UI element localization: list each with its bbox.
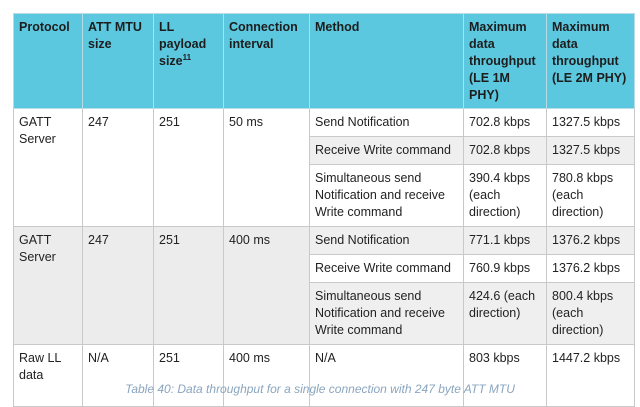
table-row: Simultaneous send Notification and recei… [14, 164, 635, 227]
cell-le1m: 803 kbps [463, 344, 547, 407]
header-row: Protocol ATT MTU size LL payload size11 … [13, 13, 635, 109]
table-row: Simultaneous send Notification and recei… [14, 282, 635, 345]
cell-le2m: 780.8 kbps (each direction) [546, 164, 635, 227]
cell-method: Send Notification [309, 226, 464, 255]
cell-le1m: 702.8 kbps [463, 108, 547, 137]
table-row: Receive Write command 702.8 kbps 1327.5 … [14, 136, 635, 165]
cell-le2m: 1327.5 kbps [546, 108, 635, 137]
cell-method: Simultaneous send Notification and recei… [309, 164, 464, 227]
cell-ll-payload: 251 [153, 344, 224, 407]
header-ll-payload: LL payload size11 [153, 13, 224, 109]
cell-connection-interval: 50 ms [223, 108, 310, 227]
cell-ll-payload: 251 [153, 108, 224, 227]
cell-method: Receive Write command [309, 254, 464, 283]
header-connection-interval: Connection interval [223, 13, 310, 109]
header-le2m-throughput: Maximum data throughput (LE 2M PHY) [546, 13, 635, 109]
cell-att-mtu: N/A [82, 344, 154, 407]
cell-method: Send Notification [309, 108, 464, 137]
table-caption: Table 40: Data throughput for a single c… [125, 382, 515, 396]
cell-le2m: 1376.2 kbps [546, 226, 635, 255]
cell-le1m: 424.6 (each direction) [463, 282, 547, 345]
table-row: GATT Server 247 251 400 ms Send Notifica… [13, 226, 635, 345]
table-row: Raw LL data N/A 251 400 ms N/A 803 kbps … [13, 344, 635, 407]
cell-method: Receive Write command [309, 136, 464, 165]
cell-le1m: 390.4 kbps (each direction) [463, 164, 547, 227]
cell-method: Simultaneous send Notification and recei… [309, 282, 464, 345]
header-protocol: Protocol [13, 13, 83, 109]
throughput-table-container: Protocol ATT MTU size LL payload size11 … [13, 13, 635, 407]
cell-ll-payload: 251 [153, 226, 224, 345]
cell-protocol: Raw LL data [13, 344, 83, 407]
cell-att-mtu: 247 [82, 226, 154, 345]
throughput-table: Protocol ATT MTU size LL payload size11 … [13, 13, 635, 407]
cell-le1m: 771.1 kbps [463, 226, 547, 255]
header-ll-payload-label: LL payload size [159, 20, 207, 68]
cell-le2m: 800.4 kbps (each direction) [546, 282, 635, 345]
cell-method: N/A [309, 344, 464, 407]
header-att-mtu: ATT MTU size [82, 13, 154, 109]
cell-protocol: GATT Server [13, 226, 83, 345]
header-method: Method [309, 13, 464, 109]
cell-le1m: 702.8 kbps [463, 136, 547, 165]
header-le1m-throughput: Maximum data throughput (LE 1M PHY) [463, 13, 547, 109]
cell-le2m: 1447.2 kbps [546, 344, 635, 407]
table-row: Receive Write command 760.9 kbps 1376.2 … [14, 254, 635, 283]
cell-connection-interval: 400 ms [223, 344, 310, 407]
footnote-marker: 11 [182, 52, 192, 62]
cell-le2m: 1376.2 kbps [546, 254, 635, 283]
cell-att-mtu: 247 [82, 108, 154, 227]
cell-protocol: GATT Server [13, 108, 83, 227]
cell-le2m: 1327.5 kbps [546, 136, 635, 165]
cell-connection-interval: 400 ms [223, 226, 310, 345]
cell-le1m: 760.9 kbps [463, 254, 547, 283]
table-row: GATT Server 247 251 50 ms Send Notificat… [13, 108, 635, 227]
